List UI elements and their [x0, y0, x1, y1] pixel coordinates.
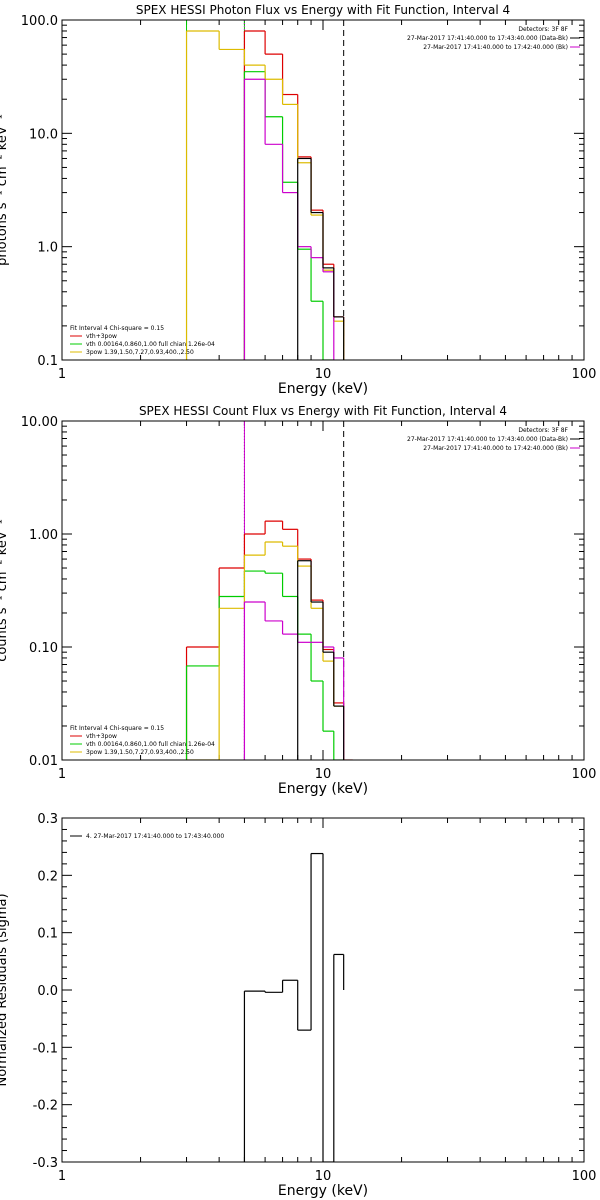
x-tick-label: 10 [315, 767, 332, 782]
x-tick-label: 100 [572, 367, 597, 382]
plot-data [185, 20, 345, 360]
legend-label: 27-Mar-2017 17:41:40.000 to 17:42:40.000… [423, 445, 568, 452]
legend-header: Detectors: 3F 8F [518, 427, 568, 434]
y-tick-label: 100.0 [21, 14, 58, 29]
x-axis-label: Energy (keV) [278, 781, 368, 797]
y-tick-label: -0.1 [33, 1041, 58, 1056]
fit-legend-label: 3pow 1.39,1.50,7.27,0.93,400.,2.50 [86, 349, 194, 356]
x-tick-label: 10 [315, 367, 332, 382]
plot-frame [61, 420, 585, 761]
x-tick-label: 1 [58, 367, 66, 382]
legend-header: Detectors: 3F 8F [518, 26, 568, 33]
plot-data [243, 852, 345, 1162]
plot-frame [61, 817, 585, 1163]
y-axis-label: Normalized Residuals (sigma) [0, 893, 10, 1086]
y-tick-label: -0.2 [33, 1099, 58, 1114]
x-tick-label: 1 [58, 1169, 66, 1184]
fit-legend-header: Fit Interval 4 Chi-square = 0.15 [70, 725, 164, 732]
x-tick-label: 1 [58, 767, 66, 782]
x-tick-label: 10 [315, 1169, 332, 1184]
fit-legend-label: vth 0.00164,0.860,1.00 full chian 1.26e-… [86, 341, 215, 348]
y-axis-label: counts s⁻¹ cm⁻² keV⁻¹ [0, 519, 10, 662]
y-tick-label: 0.2 [37, 869, 58, 884]
fit-legend-label: vth+3pow [86, 333, 117, 340]
legend-label: 27-Mar-2017 17:41:40.000 to 17:42:40.000… [423, 44, 568, 51]
y-tick-label: 10.00 [21, 415, 58, 430]
y-tick-label: 0.0 [37, 984, 58, 999]
y-tick-label: 1.0 [37, 241, 58, 256]
legend-label: 27-Mar-2017 17:41:40.000 to 17:43:40.000… [407, 436, 568, 443]
y-tick-label: 0.01 [29, 754, 58, 769]
chart-title: SPEX HESSI Photon Flux vs Energy with Fi… [136, 3, 510, 17]
y-tick-label: 1.00 [29, 528, 58, 543]
x-axis-label: Energy (keV) [278, 1183, 368, 1199]
x-axis-label: Energy (keV) [278, 381, 368, 397]
y-tick-label: 0.1 [37, 354, 58, 369]
y-axis-label: photons s⁻¹ cm⁻² keV⁻¹ [0, 114, 10, 266]
fit-legend-label: vth 0.00164,0.860,1.00 full chian 1.26e-… [86, 741, 215, 748]
legend-label: 27-Mar-2017 17:41:40.000 to 17:43:40.000… [407, 35, 568, 42]
fit-legend-label: 3pow 1.39,1.50,7.27,0.93,400.,2.50 [86, 749, 194, 756]
count-flux-panel: SPEX HESSI Count Flux vs Energy with Fit… [0, 404, 596, 797]
x-tick-label: 100 [572, 1169, 597, 1184]
plot-frame [61, 19, 585, 361]
y-tick-label: -0.3 [33, 1156, 58, 1171]
y-tick-label: 0.3 [37, 812, 58, 827]
y-tick-label: 10.0 [29, 127, 58, 142]
y-tick-label: 0.10 [29, 641, 58, 656]
chart-title: SPEX HESSI Count Flux vs Energy with Fit… [139, 404, 507, 418]
plot-data [185, 421, 353, 760]
x-tick-label: 100 [572, 767, 597, 782]
legend-label: 4. 27-Mar-2017 17:41:40.000 to 17:43:40.… [86, 833, 224, 840]
residuals-panel: 1 10 100 Energy (keV) -0.3 -0.2 -0.1 0.0 0.1 0.2 0… [0, 812, 596, 1199]
photon-flux-panel: SPEX HESSI Photon Flux vs Energy with Fi… [0, 3, 596, 397]
fit-legend-header: Fit Interval 4 Chi-square = 0.15 [70, 325, 164, 332]
fit-legend-label: vth+3pow [86, 733, 117, 740]
y-tick-label: 0.1 [37, 927, 58, 942]
